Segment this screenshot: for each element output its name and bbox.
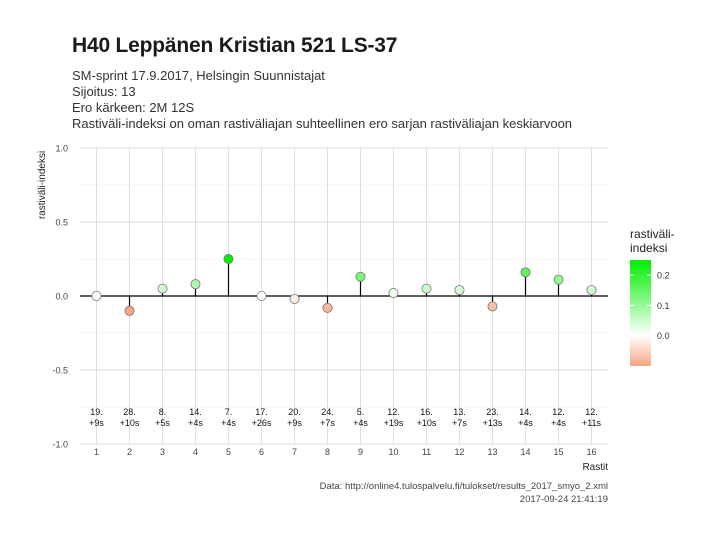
data-point [355,271,366,282]
x-tick-label: 6 [259,447,264,457]
data-point [487,301,498,312]
data-point [91,290,102,301]
color-legend: rastiväli- indeksi 0.2 0.1 0.0 [630,227,675,366]
split-time-label: +5s [155,418,170,428]
y-tick-label: -0.5 [52,366,68,376]
split-rank-label: 14. [189,407,202,417]
subtitle-description: Rastiväli-indeksi on oman rastiväliajan … [72,116,573,131]
timestamp-caption: 2017-09-24 21:41:19 [519,494,608,505]
data-point [289,293,300,304]
split-time-label: +9s [287,418,302,428]
split-rank-label: 17. [255,407,268,417]
x-tick-label: 5 [226,447,231,457]
split-rank-label: 19. [90,407,103,417]
y-tick-label: 0.5 [55,218,68,228]
y-tick-label: 0.0 [55,292,68,302]
split-rank-label: 12. [387,407,400,417]
x-tick-label: 3 [160,447,165,457]
split-rank-label: 23. [486,407,499,417]
x-tick-label: 8 [325,447,330,457]
axis-tick-labels: -1.0-0.50.00.51.01 2 3 4 5 6 7 8 9 10 11 12 13 14 15 16 [52,144,596,458]
data-point [223,253,234,264]
legend-tick-label: 0.2 [657,271,670,281]
x-tick-label: 16 [586,447,596,457]
split-rank-label: 12. [585,407,598,417]
split-time-label: +7s [320,418,335,428]
split-time-label: +4s [353,418,368,428]
subtitle-rank: Sijoitus: 13 [72,84,136,99]
legend-tick-label: 0.1 [657,301,670,311]
data-point [256,290,267,301]
split-time-label: +19s [384,418,404,428]
split-time-label: +10s [417,418,437,428]
data-point [586,285,597,296]
x-tick-label: 10 [388,447,398,457]
subtitle-gap: Ero kärkeen: 2M 12S [72,100,195,115]
x-tick-label: 12 [454,447,464,457]
split-rank-label: 13. [453,407,466,417]
x-tick-label: 4 [193,447,198,457]
subtitle-event: SM-sprint 17.9.2017, Helsingin Suunnista… [72,68,325,83]
data-point [520,267,531,278]
data-point [454,285,465,296]
x-tick-label: 2 [127,447,132,457]
split-time-label: +9s [89,418,104,428]
split-rank-label: 20. [288,407,301,417]
split-rank-label: 16. [420,407,433,417]
legend-ticks: 0.2 0.1 0.0 [630,271,670,341]
split-time-label: +7s [452,418,467,428]
split-time-label: +10s [120,418,140,428]
data-point [322,302,333,313]
data-point [124,305,135,316]
data-point [157,283,168,294]
x-tick-label: 13 [487,447,497,457]
x-tick-label: 11 [422,447,431,457]
split-rank-label: 14. [519,407,532,417]
split-labels: 19.+9s28.+10s8.+5s14.+4s7.+4s17.+26s20.+… [89,407,601,428]
split-rank-label: 5. [357,407,365,417]
data-point [421,283,432,294]
split-time-label: +4s [551,418,566,428]
y-tick-label: -1.0 [52,440,68,450]
split-time-label: +4s [518,418,533,428]
y-tick-label: 1.0 [55,144,68,154]
x-tick-label: 7 [292,447,297,457]
x-tick-label: 15 [553,447,563,457]
x-tick-label: 9 [358,447,363,457]
split-rank-label: 8. [159,407,167,417]
legend-tick-label: 0.0 [657,331,670,341]
split-rank-label: 24. [321,407,334,417]
legend-title-line-1: rastiväli- [630,227,675,241]
split-time-label: +13s [483,418,503,428]
split-rank-label: 12. [552,407,565,417]
data-point [388,288,399,299]
split-time-label: +26s [252,418,272,428]
x-axis-label: Rastit [582,462,608,473]
x-tick-label: 14 [520,447,530,457]
y-axis-label: rastiväli-indeksi [37,151,48,219]
chart-title: H40 Leppänen Kristian 521 LS-37 [72,34,398,57]
x-tick-label: 1 [94,447,99,457]
split-time-label: +11s [582,418,602,428]
data-point [553,274,564,285]
legend-title-line-2: indeksi [630,241,667,255]
points [91,253,597,316]
split-rank-label: 28. [123,407,136,417]
data-point [190,279,201,290]
split-rank-label: 7. [225,407,233,417]
legend-colorbar [630,260,651,366]
split-time-label: +4s [188,418,203,428]
split-time-label: +4s [221,418,236,428]
data-source-caption: Data: http://online4.tulospalvelu.fi/tul… [319,481,608,492]
